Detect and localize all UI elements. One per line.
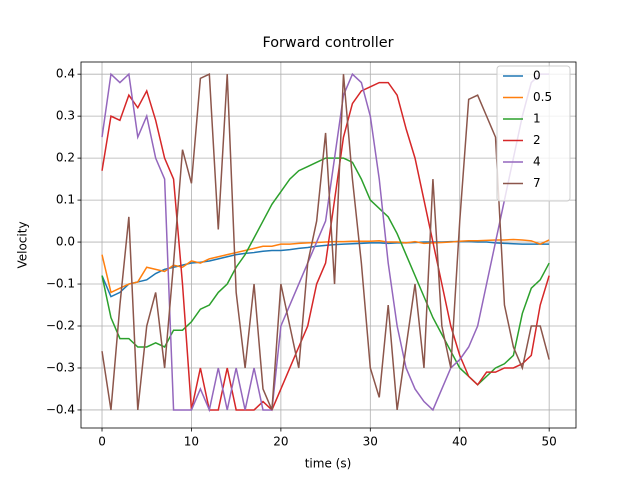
x-tick-label: 0 <box>98 435 106 449</box>
x-tick-label: 20 <box>273 435 288 449</box>
x-tick-label: 50 <box>542 435 557 449</box>
x-tick-label: 40 <box>452 435 467 449</box>
series-line <box>101 81 550 412</box>
legend-label: 1 <box>533 112 541 126</box>
legend-label: 0.5 <box>533 90 552 104</box>
series-line <box>101 73 550 411</box>
series-line <box>101 238 550 294</box>
x-tick-label: 10 <box>184 435 199 449</box>
y-tick-label: −0.3 <box>46 360 75 374</box>
x-tick-label: 30 <box>363 435 378 449</box>
y-tick-label: 0.3 <box>56 109 75 123</box>
y-tick-label: 0.4 <box>56 67 75 81</box>
legend-label: 2 <box>533 133 541 147</box>
legend-label: 0 <box>533 69 541 83</box>
y-tick-label: 0.2 <box>56 151 75 165</box>
y-tick-label: −0.2 <box>46 319 75 333</box>
legend-label: 7 <box>533 176 541 190</box>
y-axis-label: Velocity <box>16 221 30 268</box>
chart-title: Forward controller <box>262 35 393 51</box>
x-axis-label: time (s) <box>305 457 352 471</box>
series-line <box>101 157 550 386</box>
y-tick-label: 0.1 <box>56 193 75 207</box>
legend-box <box>496 65 571 202</box>
legend-label: 4 <box>533 155 541 169</box>
y-tick-label: 0.0 <box>56 235 75 249</box>
series-line <box>101 72 550 413</box>
plot-frame <box>80 61 577 429</box>
y-tick-label: −0.4 <box>46 402 75 416</box>
y-tick-label: −0.1 <box>46 277 75 291</box>
